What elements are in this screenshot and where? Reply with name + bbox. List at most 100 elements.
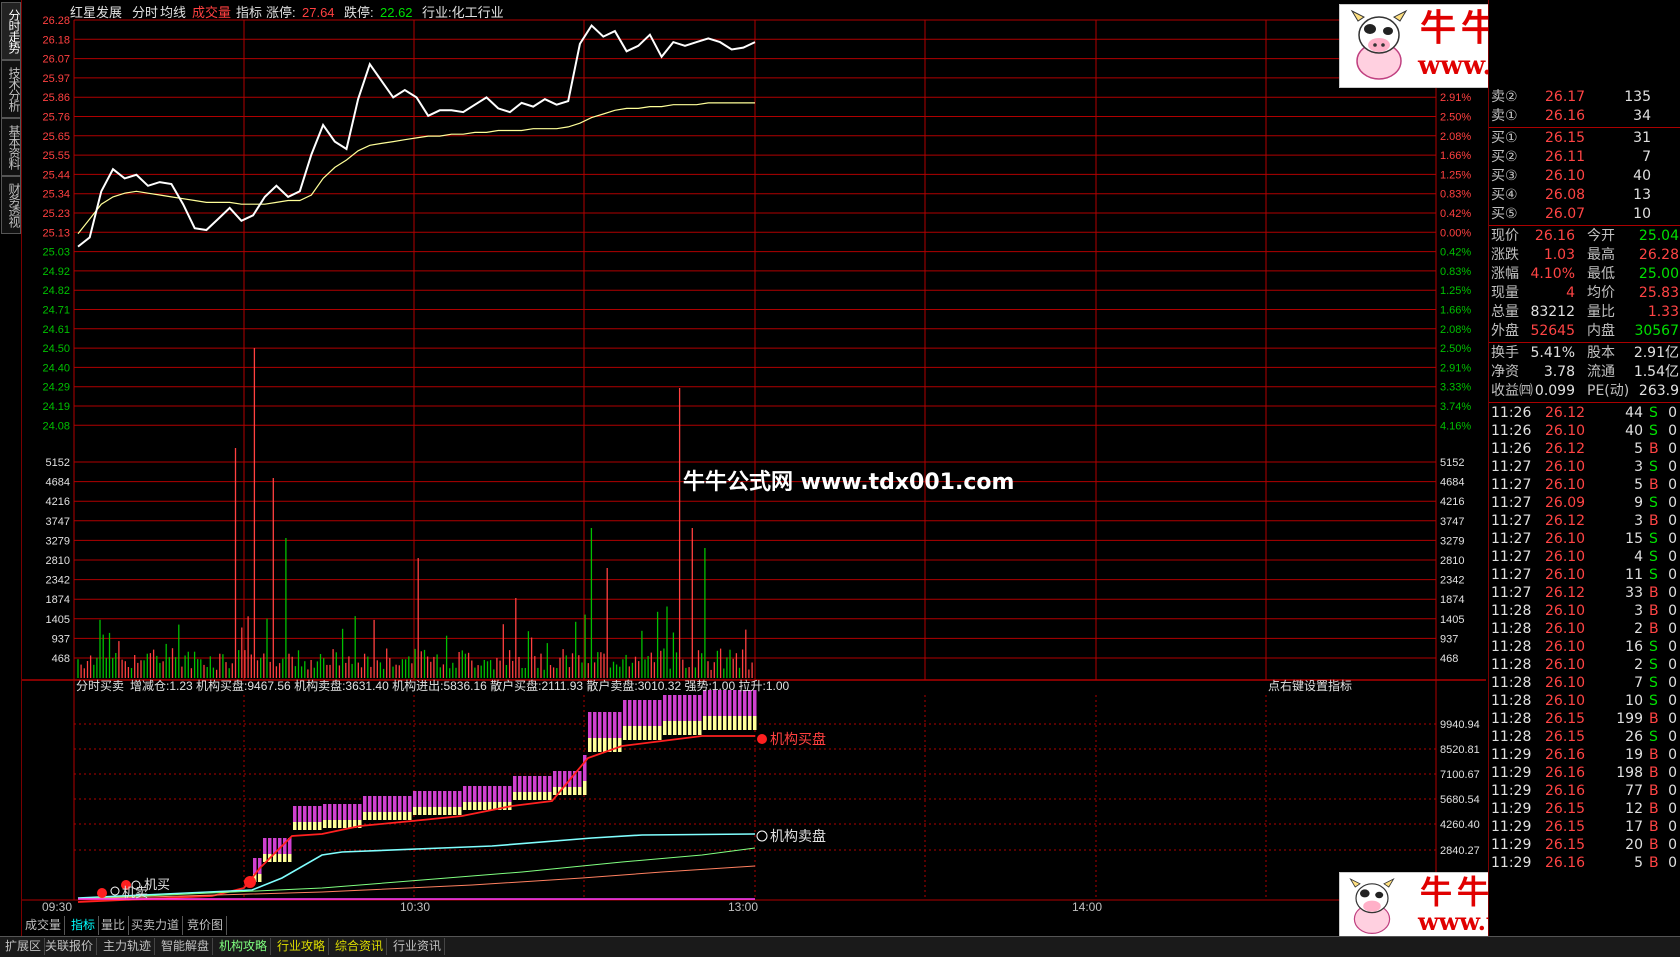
tick-count: 0 [1668,531,1677,547]
status-tab[interactable]: 机构攻略 [216,938,272,955]
tick-price: 26.10 [1545,639,1586,655]
indicator-bar-yellow [653,726,657,740]
ask-label: 卖② [1491,89,1518,105]
start-buy-dot [97,888,107,898]
header-item-indicator[interactable]: 指标 [236,5,262,20]
tick-price: 26.12 [1545,405,1586,421]
indicator-bar-magenta [498,786,502,802]
status-tab[interactable]: 行业攻略 [274,938,330,955]
tab-fundamentals[interactable]: 基本资料 [1,118,21,176]
indicator-bar-yellow [538,792,542,800]
status-tab[interactable]: 主力轨迹 [100,938,156,955]
status-tab[interactable]: 智能解盘 [158,938,214,955]
tick-time: 11:27 [1491,459,1532,475]
tab-volume[interactable]: 成交量 [22,916,66,935]
tick-row: 11:27 26.10 5 B 0 [1489,476,1680,495]
tick-volume: 3 [1634,459,1643,475]
tick-volume: 2 [1634,621,1643,637]
tick-price: 26.10 [1545,603,1586,619]
indicator-bar-yellow [403,812,407,820]
indicator-bar-yellow [348,820,352,828]
fund-label: 收益㈣ [1491,383,1533,399]
tab-technical[interactable]: 技术分析 [1,60,21,118]
indicator-bar-yellow [623,726,627,740]
start-sell-label: 机卖 [122,885,148,900]
tick-time: 11:29 [1491,855,1532,871]
quote-label: 涨幅 [1491,266,1519,282]
tick-volume: 26 [1625,729,1643,745]
indicator-bar-magenta [518,776,522,792]
time-label-1300: 13:00 [728,900,758,914]
tick-side: S [1649,423,1658,439]
tab-intraday[interactable]: 分时走势 [1,2,21,60]
tab-indicator[interactable]: 指标 [68,916,100,935]
indicator-bar-yellow [668,721,672,735]
indicator-bar-yellow [343,820,347,828]
tick-row: 11:28 26.10 7 S 0 [1489,674,1680,693]
indicator-bar-magenta [593,712,597,738]
limit-down-label: 跌停: [344,5,374,20]
indicator-bar-yellow [448,807,452,815]
tick-time: 11:27 [1491,477,1532,493]
header-item-intraday[interactable]: 分时 [132,5,158,20]
indicator-bar-magenta [678,695,682,721]
indicator-bar-yellow [678,721,682,735]
indicator-bar-yellow [543,792,547,800]
status-tab[interactable]: 关联报价 [42,938,98,955]
tick-time: 11:27 [1491,531,1532,547]
indicator-bar-yellow [638,726,642,740]
indicator-bar-magenta [358,804,362,820]
price-tick-label: 25.34 [42,189,70,201]
indicator-bar-magenta [573,771,577,787]
bid-row: 买③ 26.10 40 [1489,167,1680,186]
indicator-bar-magenta [263,838,267,854]
tick-time: 11:27 [1491,513,1532,529]
price-tick-label: 24.50 [42,343,70,355]
header-item-volume[interactable]: 成交量 [192,5,231,20]
panel-separator [1489,225,1680,226]
price-tick-label: 24.19 [42,401,70,413]
status-tab[interactable]: 综合资讯 [332,938,388,955]
tick-count: 0 [1668,747,1677,763]
tick-row: 11:28 26.10 3 B 0 [1489,602,1680,621]
tick-volume: 16 [1625,639,1643,655]
indicator-bar-yellow [428,807,432,815]
pct-tick-label: 1.25% [1440,169,1471,181]
indicator-bar-magenta [738,690,742,716]
tick-row: 11:28 26.10 2 S 0 [1489,656,1680,675]
fund-label-2: 股本 [1587,345,1615,361]
tab-volume-ratio[interactable]: 量比 [98,916,130,935]
tick-side: B [1649,711,1659,727]
indicator-bar-yellow [288,854,292,862]
indicator-bar-yellow [393,812,397,820]
tab-buy-sell-power[interactable]: 买卖力道 [128,916,184,935]
indicator-bar-yellow [563,787,567,795]
volume-tick-label-right: 4216 [1440,496,1464,508]
sell-marker-dot [756,830,768,842]
indicator-bar-magenta [743,690,747,716]
indicator-bar-yellow [673,721,677,735]
pct-tick-label: 2.08% [1440,324,1471,336]
indicator-bar-magenta [493,786,497,802]
bid-row: 买④ 26.08 13 [1489,186,1680,205]
indicator-bar-yellow [358,820,362,828]
indicator-bar-magenta [658,700,662,726]
indicator-values: 增减仓:1.23 机构买盘:9467.56 机构卖盘:3631.40 机构进出:… [130,678,790,693]
header-item-avgline[interactable]: 均线 [160,5,186,20]
volume-tick-label-right: 4684 [1440,477,1464,489]
intraday-chart[interactable]: 26.28 26.18 26.07 25.97 25.86 2.91% 25.76 2.50%… [22,0,1488,916]
tick-count: 0 [1668,819,1677,835]
tick-time: 11:28 [1491,639,1532,655]
tab-auction-chart[interactable]: 竞价图 [184,916,228,935]
quote-value: 4 [1566,285,1575,301]
status-tab[interactable]: 行业资讯 [390,938,446,955]
tick-price: 26.10 [1545,693,1586,709]
price-tick-label: 24.92 [42,266,70,278]
indicator-hint[interactable]: 点右键设置指标 [1268,678,1352,693]
pct-tick-label: 0.00% [1440,227,1471,239]
indicator-bar-magenta [438,791,442,807]
tick-side: S [1649,729,1658,745]
tab-financials[interactable]: 财务透视 [1,176,21,234]
indicator-bar-yellow [553,787,557,795]
status-tab[interactable]: 扩展区 [2,938,46,955]
